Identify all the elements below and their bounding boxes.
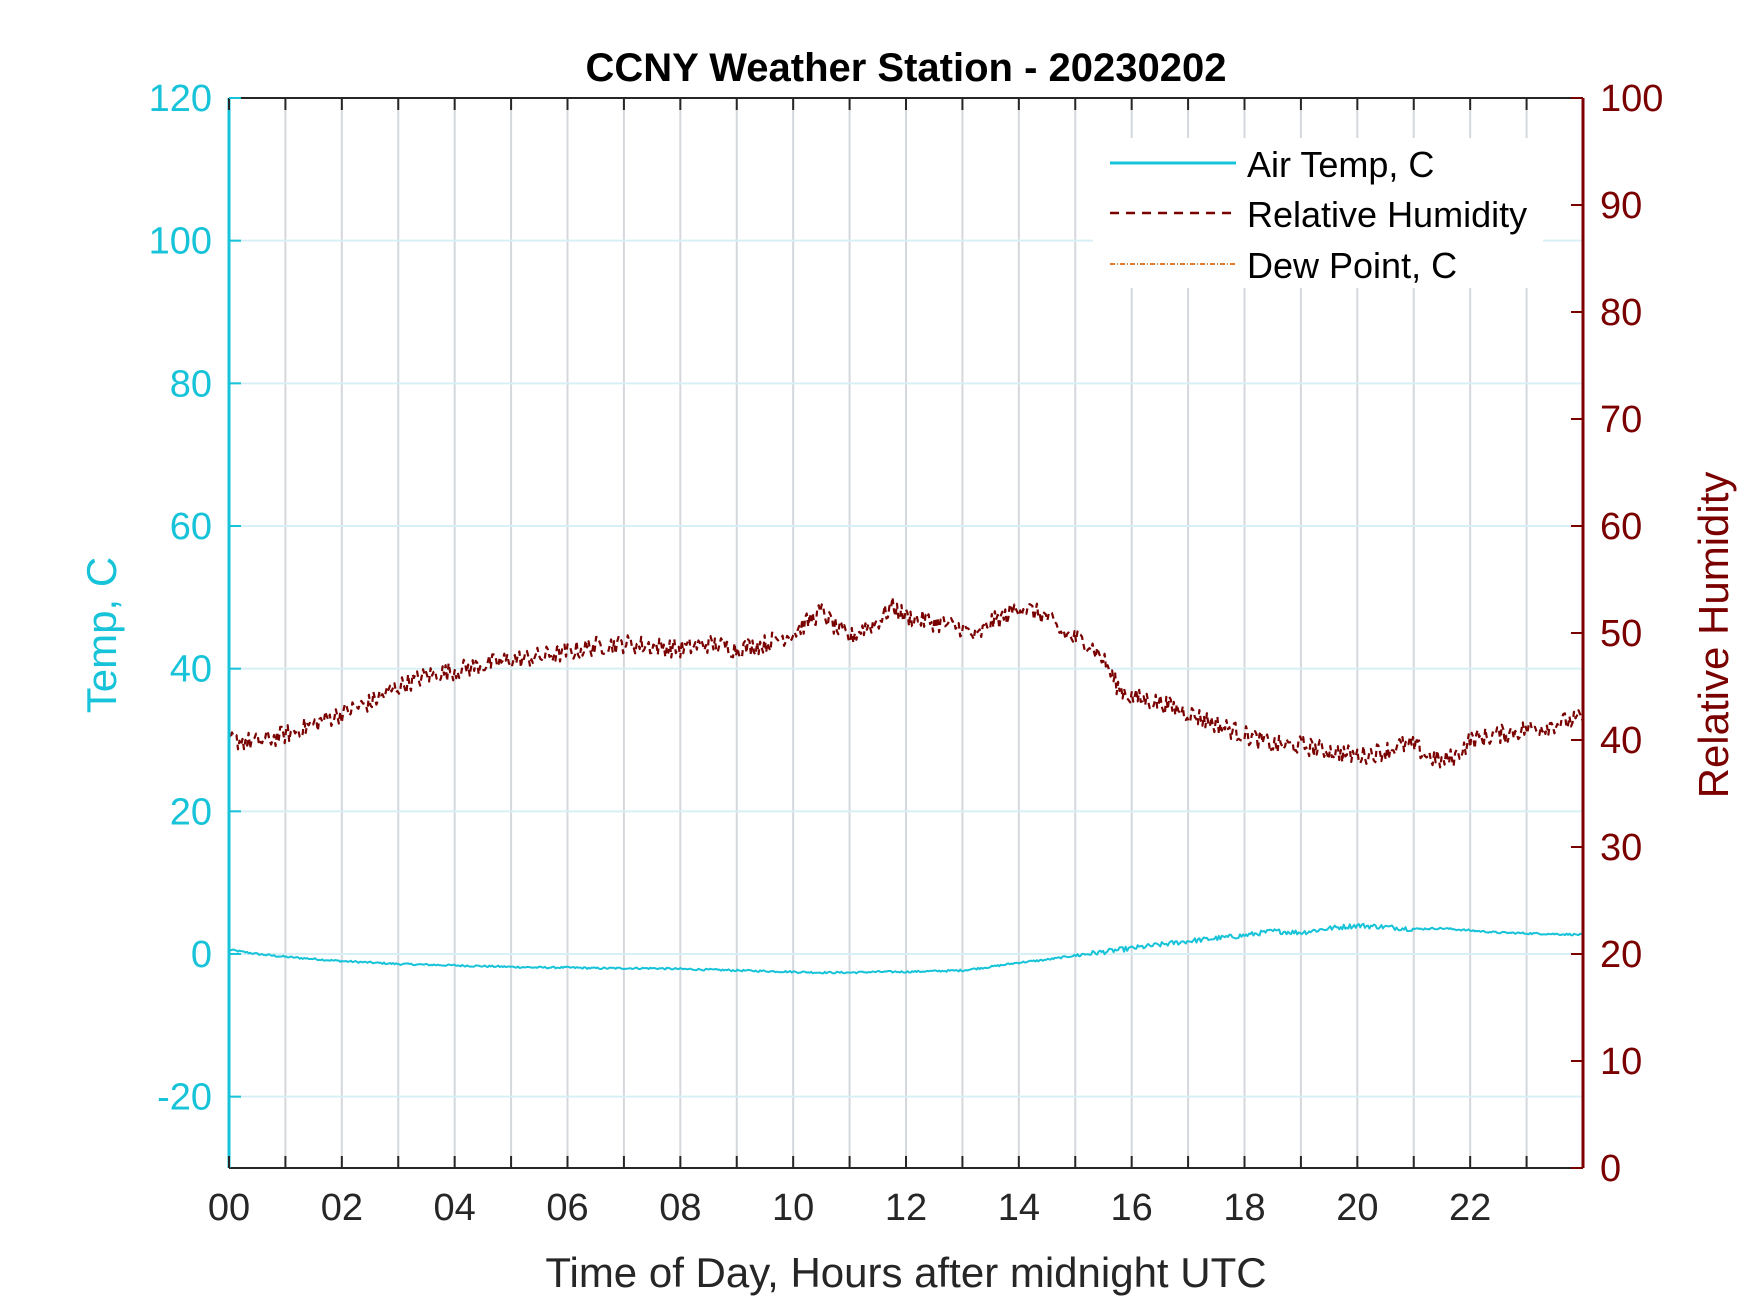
y-right-tick-label: 50 [1600, 613, 1642, 655]
y-left-tick-label: 120 [149, 78, 212, 120]
y-left-tick-label: -20 [157, 1077, 212, 1119]
y-right-tick-label: 60 [1600, 506, 1642, 548]
y-left-tick-label: 20 [170, 791, 212, 833]
y-left-tick-label: 0 [191, 934, 212, 976]
legend-label-air-temp: Air Temp, C [1247, 144, 1434, 185]
x-tick-label: 20 [1336, 1187, 1378, 1229]
y-left-axis-label: Temp, C [78, 557, 125, 713]
x-tick-label: 22 [1449, 1187, 1491, 1229]
y-left-tick-label: 100 [149, 221, 212, 263]
x-tick-label: 00 [208, 1187, 250, 1229]
x-tick-label: 04 [434, 1187, 476, 1229]
legend-label-dew-point: Dew Point, C [1247, 245, 1457, 286]
y-left-tick-label: 40 [170, 649, 212, 691]
chart-title: CCNY Weather Station - 20230202 [586, 46, 1227, 90]
legend-item-dew-point: Dew Point, C [1110, 245, 1457, 286]
x-tick-label: 16 [1111, 1187, 1153, 1229]
y-right-tick-label: 0 [1600, 1148, 1621, 1190]
y-left-tick-label: 80 [170, 363, 212, 405]
y-right-tick-label: 80 [1600, 292, 1642, 334]
legend-label-relative-humidity: Relative Humidity [1247, 194, 1527, 235]
y-right-tick-label: 40 [1600, 720, 1642, 762]
x-axis-label: Time of Day, Hours after midnight UTC [545, 1249, 1266, 1296]
y-right-tick-label: 100 [1600, 78, 1663, 120]
grid-layer [229, 97, 1583, 1168]
y-right-tick-label: 90 [1600, 185, 1642, 227]
legend: Air Temp, C Relative Humidity Dew Point,… [1093, 138, 1543, 288]
x-tick-label: 08 [659, 1187, 701, 1229]
y-right-tick-label: 10 [1600, 1041, 1642, 1083]
y-right-tick-label: 70 [1600, 399, 1642, 441]
y-right-axis-label: Relative Humidity [1690, 472, 1737, 799]
x-tick-label: 14 [998, 1187, 1040, 1229]
y-right-tick-label: 20 [1600, 934, 1642, 976]
series-line-1 [227, 596, 1585, 769]
x-tick-label: 12 [885, 1187, 927, 1229]
ticks-layer: 00 02 04 06 08 10 12 14 16 18 20 22-200204060801001… [149, 78, 1664, 1229]
series-layer [227, 596, 1585, 975]
x-tick-label: 18 [1223, 1187, 1265, 1229]
x-tick-label: 10 [772, 1187, 814, 1229]
x-tick-label: 06 [546, 1187, 588, 1229]
series-line-0 [228, 922, 1584, 975]
y-right-tick-label: 30 [1600, 827, 1642, 869]
x-tick-label: 02 [321, 1187, 363, 1229]
legend-item-relative-humidity: Relative Humidity [1110, 194, 1527, 235]
legend-item-air-temp: Air Temp, C [1110, 144, 1434, 185]
y-left-tick-label: 60 [170, 506, 212, 548]
